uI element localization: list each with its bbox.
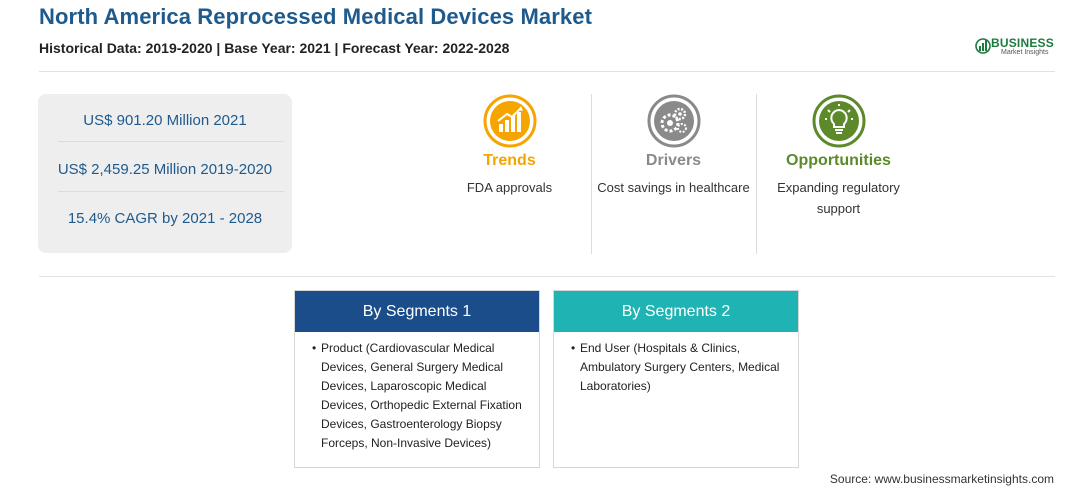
logo-globe-icon xyxy=(975,38,991,54)
segment-item-text: End User (Hospitals & Clinics, Ambulator… xyxy=(580,341,780,393)
lightbulb-icon xyxy=(812,94,866,148)
factor-drivers: Drivers Cost savings in healthcare xyxy=(591,94,756,198)
stat-market-size: US$ 901.20 Million 2021 xyxy=(83,112,247,129)
segment-header-2: By Segments 2 xyxy=(554,291,798,332)
factor-desc-opportunities: Expanding regulatory support xyxy=(777,180,900,216)
stat-cagr: 15.4% CAGR by 2021 - 2028 xyxy=(67,210,263,227)
source-credit: Source: www.businessmarketinsights.com xyxy=(829,472,1054,486)
segment-card-1: By Segments 1 • Product (Cardiovascular … xyxy=(294,290,540,468)
segment-body-2: • End User (Hospitals & Clinics, Ambulat… xyxy=(554,332,798,396)
factor-divider xyxy=(591,94,592,254)
gears-icon xyxy=(647,94,701,148)
page-title: North America Reprocessed Medical Device… xyxy=(39,4,592,29)
factor-divider xyxy=(756,94,757,254)
bullet-icon: • xyxy=(312,341,317,355)
segment-body-1: • Product (Cardiovascular Medical Device… xyxy=(295,332,539,453)
stat-divider xyxy=(58,191,284,192)
segment-card-2: By Segments 2 • End User (Hospitals & Cl… xyxy=(553,290,799,468)
section-divider xyxy=(39,276,1055,277)
bullet-icon: • xyxy=(571,341,576,355)
factor-opportunities: Opportunities Expanding regulatory suppo… xyxy=(756,94,921,219)
factor-title-drivers: Drivers xyxy=(645,152,702,169)
factor-desc-drivers: Cost savings in healthcare xyxy=(597,180,750,195)
page-subtitle: Historical Data: 2019-2020 | Base Year: … xyxy=(39,40,510,56)
segment-header-1: By Segments 1 xyxy=(295,291,539,332)
logo-tagline: Market Insights xyxy=(1001,49,1049,56)
factor-title-opportunities: Opportunities xyxy=(786,152,891,169)
segment-item-text: Product (Cardiovascular Medical Devices,… xyxy=(321,341,522,450)
market-stats-panel: US$ 901.20 Million 2021 US$ 2,459.25 Mil… xyxy=(38,94,292,253)
factor-desc-trends: FDA approvals xyxy=(466,180,553,195)
company-logo: BUSINESS Market Insights xyxy=(975,36,1065,60)
logo-wordmark: BUSINESS xyxy=(991,36,1054,50)
growth-chart-icon xyxy=(483,94,537,148)
factor-title-trends: Trends xyxy=(483,152,536,169)
factor-trends: Trends FDA approvals xyxy=(427,94,592,198)
header-divider xyxy=(39,71,1055,72)
stat-divider xyxy=(58,141,284,142)
stat-historical: US$ 2,459.25 Million 2019-2020 xyxy=(57,161,273,178)
